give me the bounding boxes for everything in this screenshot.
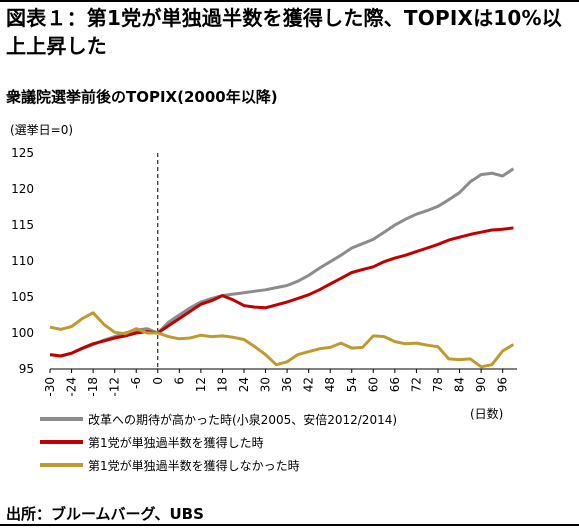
x-tick-label: 48 [323, 377, 337, 392]
series-lines [49, 167, 515, 369]
y-tick-label: 105 [11, 290, 34, 304]
legend-label: 第1党が単独過半数を獲得した時 [88, 435, 264, 450]
x-tick-label: -30 [43, 377, 57, 397]
y-tick-label: 100 [11, 326, 34, 340]
y-axis-label: (選挙日=0) [10, 123, 73, 137]
x-tick-label: 12 [194, 377, 208, 392]
y-tick-label: 95 [19, 362, 34, 376]
x-tick-label: 66 [388, 377, 402, 392]
y-ticks: 95 100 105 110 115 120 125 [11, 146, 34, 376]
chart-subtitle: 衆議院選挙前後のTOPIX(2000年以降) [6, 88, 278, 106]
x-tick-label: 24 [237, 377, 251, 392]
series-line-2 [49, 226, 514, 358]
x-tick-label: 42 [302, 377, 316, 392]
y-tick-label: 115 [11, 218, 34, 232]
legend: 改革への期待が高かった時(小泉2005、安倍2012/2014) 第1党が単独過半… [40, 412, 397, 473]
x-tick-label: 72 [409, 377, 423, 392]
x-tick-label: 18 [215, 377, 229, 392]
x-tick-label: -12 [108, 377, 122, 397]
x-tick-label: 0 [151, 377, 165, 385]
x-tick-label: -18 [86, 377, 100, 397]
x-tick-label: 78 [431, 377, 445, 392]
x-tick-label: 36 [280, 377, 294, 392]
y-tick-label: 120 [11, 182, 34, 196]
x-tick-label: 54 [345, 377, 359, 392]
source-note: 出所：ブルームバーグ、UBS [6, 505, 204, 523]
top-rule [0, 0, 579, 2]
x-tick-label: 90 [474, 377, 488, 392]
bottom-rule [0, 524, 579, 526]
x-tick-label: 6 [172, 377, 186, 385]
series-line-3 [49, 311, 515, 369]
x-tick-label: 30 [259, 377, 273, 392]
chart-title: 図表１：第1党が単独過半数を獲得した際、TOPIXは10%以上上昇した [6, 6, 562, 58]
y-tick-label: 125 [11, 146, 34, 160]
legend-label: 改革への期待が高かった時(小泉2005、安倍2012/2014) [88, 412, 397, 427]
x-tick-label: 60 [366, 377, 380, 392]
legend-label: 第1党が単独過半数を獲得しなかった時 [88, 458, 300, 473]
x-ticks: -30 -24 -18 -12 -6 0 6 12 18 24 30 36 42 48 54 60 66 72 78… [43, 369, 510, 397]
x-tick-label: -24 [65, 377, 79, 397]
y-tick-label: 110 [11, 254, 34, 268]
x-tick-label: -6 [129, 377, 143, 389]
x-tick-label: 96 [496, 377, 510, 392]
x-axis-label: (日数) [470, 406, 503, 421]
series-line-1 [49, 167, 515, 358]
x-tick-label: 84 [453, 377, 467, 392]
